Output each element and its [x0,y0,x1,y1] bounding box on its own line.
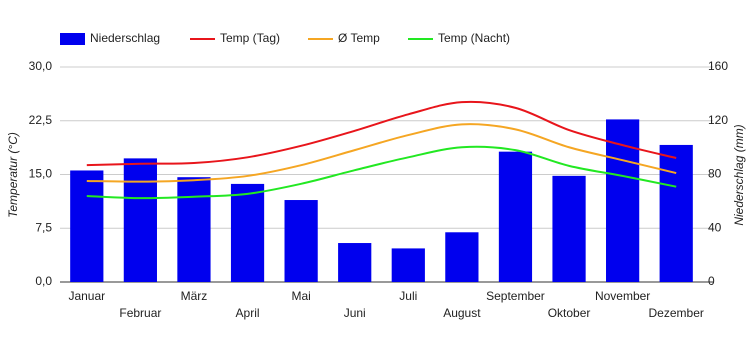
line [86,100,677,167]
x-tick-label: Dezember [649,306,704,320]
bar [177,177,211,282]
x-tick-label: März [181,289,208,303]
x-tick-label: Juli [399,289,417,303]
y-tick-label: 7,5 [35,220,52,234]
bar [70,170,104,282]
bar [445,232,479,282]
x-tick-label: Oktober [548,306,591,320]
bar [123,158,157,282]
x-tick-label: November [595,289,650,303]
legend-label: Niederschlag [90,31,160,45]
line [86,123,677,183]
legend-label: Temp (Tag) [220,31,280,45]
bar [391,248,425,282]
y2-tick-label: 0 [708,274,715,288]
line [86,145,677,200]
y-tick-label: 15,0 [29,167,53,181]
legend-swatch [60,33,85,45]
bar [606,119,640,282]
x-tick-label: August [443,306,481,320]
legend-label: Ø Temp [338,31,380,45]
x-tick-label: September [486,289,545,303]
bar [659,144,693,282]
y2-tick-label: 160 [708,59,728,73]
y2-axis-title: Niederschlag (mm) [732,124,746,225]
x-tick-label: April [236,306,260,320]
y-tick-label: 0,0 [35,274,52,288]
x-tick-label: Januar [68,289,105,303]
y-axis-title: Temperatur (°C) [6,132,20,218]
bar [338,243,372,282]
y2-tick-label: 40 [708,220,722,234]
x-tick-label: Mai [291,289,310,303]
y-tick-label: 22,5 [29,113,53,127]
x-tick-label: Februar [119,306,161,320]
bar [498,151,533,282]
legend-label: Temp (Nacht) [438,31,510,45]
y-tick-label: 30,0 [29,59,53,73]
y2-tick-label: 80 [708,167,722,181]
bar [230,183,265,282]
bar [552,175,586,282]
y2-tick-label: 120 [708,113,728,127]
x-tick-label: Juni [344,306,366,320]
bar [284,200,318,282]
